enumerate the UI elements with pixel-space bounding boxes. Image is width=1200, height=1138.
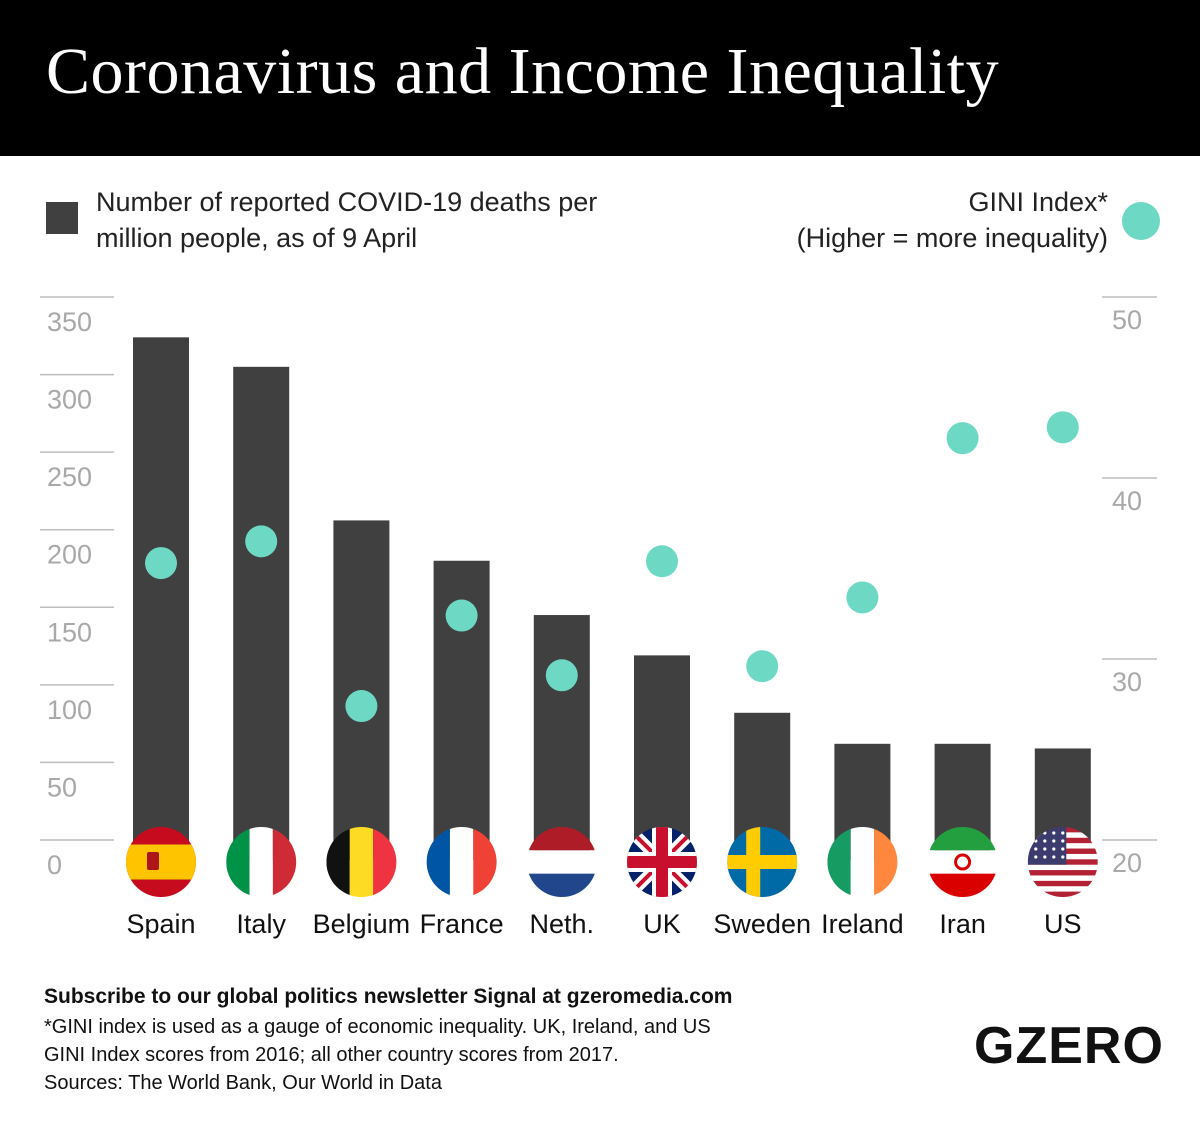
legend-gini: GINI Index* (Higher = more inequality)	[740, 184, 1160, 264]
legend-gini-label: GINI Index* (Higher = more inequality)	[728, 184, 1108, 256]
legend-bar-swatch	[46, 202, 78, 234]
france-flag-icon	[426, 827, 497, 897]
legend-gini-line2: (Higher = more inequality)	[796, 223, 1108, 253]
category-label: Belgium	[313, 909, 411, 939]
netherlands-flag-icon	[526, 827, 597, 897]
left-axis-tick-label: 50	[47, 772, 77, 802]
sweden-flag-icon	[727, 827, 798, 897]
left-axis-tick-label: 350	[47, 307, 92, 337]
category-label: Neth.	[530, 909, 595, 939]
footer: Subscribe to our global politics newslet…	[44, 983, 904, 1097]
gini-dot-us	[1046, 411, 1079, 444]
sources-line: Sources: The World Bank, Our World in Da…	[44, 1072, 442, 1094]
right-axis-tick-label: 30	[1112, 667, 1142, 697]
us-flag-icon	[1027, 827, 1098, 897]
uk-flag-icon	[627, 827, 697, 897]
left-axis-tick-label: 0	[47, 850, 62, 880]
right-axis-tick-label: 20	[1112, 848, 1142, 878]
footnote: *GINI index is used as a gauge of econom…	[44, 1013, 904, 1097]
chart: 0 50 100 150 200 250 300 350 20 30 40 50 Spain Italy B…	[40, 296, 1157, 939]
subscribe-text: Subscribe to our global politics newslet…	[44, 985, 733, 1008]
category-label: UK	[643, 909, 681, 939]
left-axis-tick-label: 300	[47, 385, 92, 415]
gini-dot-italy	[245, 525, 278, 558]
legend-dot-swatch	[1122, 202, 1160, 240]
category-label: Spain	[126, 909, 195, 939]
bar-neth	[533, 615, 590, 860]
italy-flag-icon	[226, 827, 297, 897]
legend-deaths-label: Number of reported COVID-19 deaths per m…	[96, 187, 598, 253]
legend-gini-line1: GINI Index*	[968, 187, 1108, 217]
category-label: Italy	[236, 909, 286, 939]
bar-uk	[634, 655, 690, 860]
category-label: France	[420, 909, 504, 939]
right-axis-tick-label: 50	[1112, 305, 1142, 335]
belgium-flag-icon	[326, 827, 397, 897]
gzero-logo: GZERO	[974, 1017, 1164, 1075]
category-label: Ireland	[821, 909, 904, 939]
gini-dot-uk	[646, 545, 678, 578]
right-axis-tick-label: 40	[1112, 486, 1142, 516]
category-label: US	[1044, 909, 1082, 939]
page-title: Coronavirus and Income Inequality	[46, 35, 1000, 108]
spain-flag-icon	[126, 827, 196, 897]
ireland-flag-icon	[827, 827, 898, 897]
gini-dot-neth	[545, 659, 578, 692]
bar-spain	[133, 337, 189, 860]
left-axis-tick-label: 250	[47, 462, 92, 492]
bar-italy	[233, 366, 290, 860]
header-bar: Coronavirus and Income Inequality	[0, 0, 1200, 156]
left-axis-tick-label: 150	[47, 617, 92, 647]
left-axis-tick-label: 200	[47, 540, 92, 570]
footnote-line1: *GINI index is used as a gauge of econom…	[44, 1016, 711, 1038]
footnote-line2: GINI Index scores from 2016; all other c…	[44, 1044, 619, 1066]
left-axis-tick-label: 100	[47, 695, 92, 725]
category-label: Iran	[939, 909, 986, 939]
gini-dot-france	[445, 599, 478, 632]
gini-dot-iran	[946, 422, 979, 455]
gini-dot-ireland	[846, 581, 879, 614]
iran-flag-icon	[927, 827, 998, 897]
gini-dot-belgium	[345, 690, 378, 723]
gini-dot-sweden	[746, 650, 779, 683]
category-label: Sweden	[713, 909, 811, 939]
gini-dot-spain	[145, 547, 177, 580]
